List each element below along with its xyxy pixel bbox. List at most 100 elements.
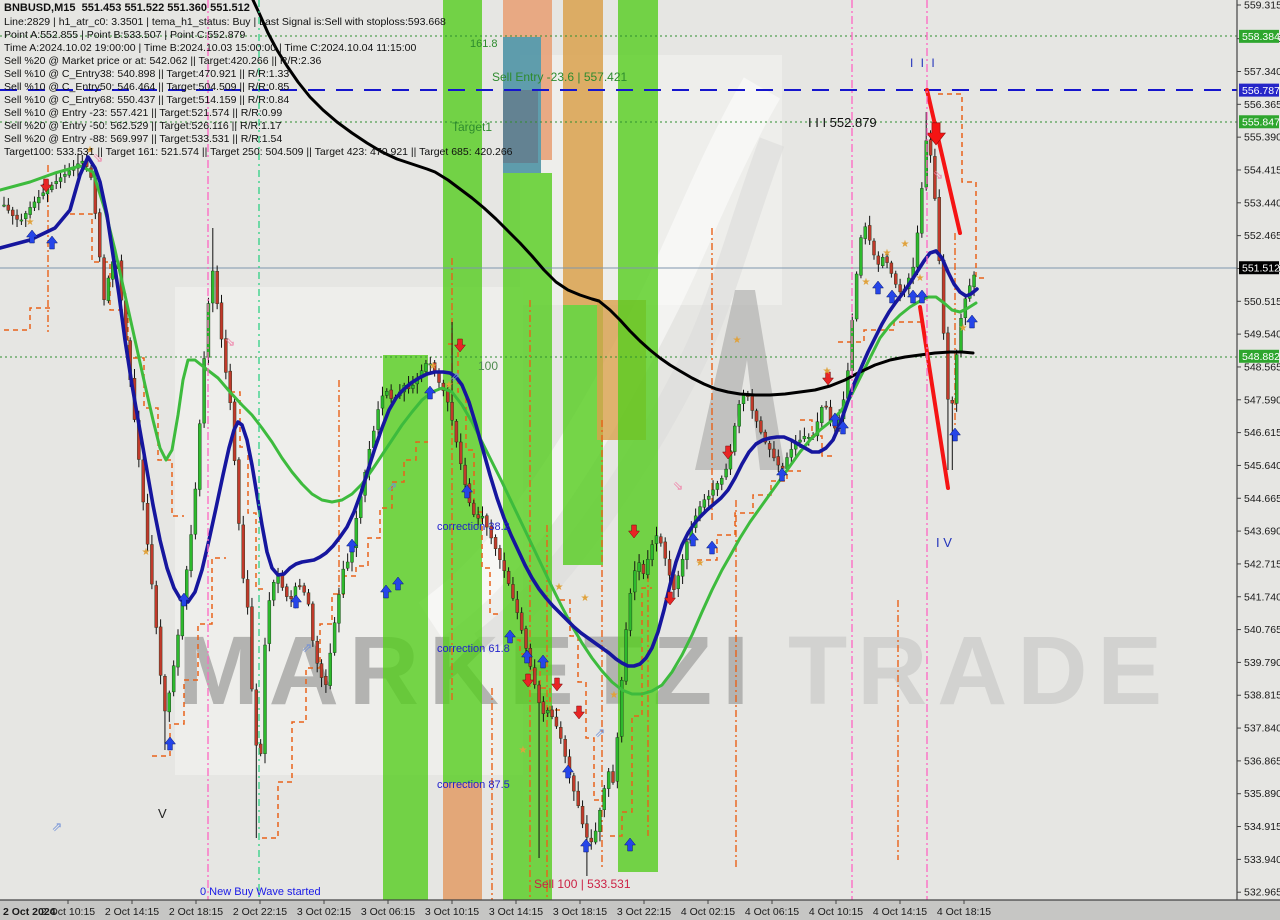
ma-navy-line xyxy=(0,155,979,668)
star-marker-icon-0: ★ xyxy=(26,217,35,228)
red-trend-line-0[interactable] xyxy=(925,88,962,235)
price-tick-label-536.865: 536.865 xyxy=(1244,755,1280,767)
info-line-10: Sell %20 @ Entry -88: 569.997 || Target:… xyxy=(4,133,283,145)
sar-step-path-1 xyxy=(70,213,184,517)
time-label-2-Oct-18-15: 2 Oct 18:15 xyxy=(169,906,223,918)
time-label-2-Oct-14-15: 2 Oct 14:15 xyxy=(105,906,159,918)
annotation-sell-100-533-531: Sell 100 | 533.531 xyxy=(534,877,631,891)
buy-arrow-icon-19 xyxy=(828,412,842,427)
sell-arrow-icon-3 xyxy=(550,677,564,692)
buy-arrow-icon-15 xyxy=(623,837,637,852)
price-flag-548.882 xyxy=(1239,349,1279,363)
info-line-9: Sell %20 @ Entry -50: 562.529 || Target:… xyxy=(4,120,282,132)
analysis-band-9 xyxy=(563,305,603,565)
price-tick-label-555.390: 555.390 xyxy=(1244,132,1280,144)
price-tick-label-541.740: 541.740 xyxy=(1244,591,1280,603)
sell-arrow-icon-1 xyxy=(453,338,467,353)
star-marker-icon-5: ★ xyxy=(519,745,528,756)
annotation-0-new-buy-wave-started: 0 New Buy Wave started xyxy=(200,886,321,898)
annotation-sell-entry-23-6-557-421: Sell Entry -23.6 | 557.421 xyxy=(492,70,628,84)
sell-arrow-icon-6 xyxy=(663,591,677,606)
buy-arrow-icon-2 xyxy=(163,736,177,751)
annotation-161-8: 161.8 xyxy=(470,38,498,50)
price-tick-label-556.365: 556.365 xyxy=(1244,99,1280,111)
buy-arrow-icon-24 xyxy=(915,289,929,304)
red-trend-line-1[interactable] xyxy=(918,305,950,490)
buy-arrow-icon-14 xyxy=(579,838,593,853)
sell-arrow-icon-2 xyxy=(521,673,535,688)
price-flag-label-558.384: 558.384 xyxy=(1242,31,1280,43)
annotation-100: 100 xyxy=(478,359,498,373)
price-flag-label-555.847: 555.847 xyxy=(1242,117,1280,129)
hollow-arrow-blue-icon-4: ⇗ xyxy=(595,725,606,740)
price-tick-label-545.640: 545.640 xyxy=(1244,460,1280,472)
hollow-arrow-blue-icon-3: ⇗ xyxy=(450,369,461,384)
price-flag-558.384 xyxy=(1239,29,1279,43)
hollow-arrow-pink-icon-3: ⇘ xyxy=(933,167,944,182)
price-tick-label-546.615: 546.615 xyxy=(1244,427,1280,439)
time-label-4-Oct-10-15: 4 Oct 10:15 xyxy=(809,906,863,918)
annotation-v: V xyxy=(158,806,167,821)
time-label-3-Oct-02-15: 3 Oct 02:15 xyxy=(297,906,351,918)
price-tick-label-552.465: 552.465 xyxy=(1244,230,1280,242)
watermark-brand-right: TRADE xyxy=(788,616,1173,725)
buy-arrow-icon-16 xyxy=(686,532,700,547)
star-marker-icon-1: ★ xyxy=(86,145,95,156)
annotation-i-v: I V xyxy=(936,535,952,550)
price-flag-label-551.512: 551.512 xyxy=(1242,263,1280,275)
hollow-arrow-pink-icon-0: ⇘ xyxy=(93,150,104,165)
info-line-1: Line:2829 | h1_atr_c0: 3.3501 | tema_h1_… xyxy=(4,16,446,28)
annotation-correction-87-5: correction 87.5 xyxy=(437,779,510,791)
price-tick-label-548.565: 548.565 xyxy=(1244,361,1280,373)
buy-arrow-icon-11 xyxy=(520,649,534,664)
buy-arrow-icon-12 xyxy=(536,654,550,669)
time-axis-strip[interactable] xyxy=(0,900,1280,920)
buy-arrow-icon-26 xyxy=(965,314,979,329)
info-line-7: Sell %10 @ C_Entry68: 550.437 || Target:… xyxy=(4,94,290,106)
chart-ohlc-title: BNBUSD,M15 551.453 551.522 551.360 551.5… xyxy=(4,2,250,14)
buy-arrow-icon-17 xyxy=(705,540,719,555)
info-line-2: Point A:552.855 | Point B:533.507 | Poin… xyxy=(4,29,246,41)
analysis-band-7 xyxy=(541,37,552,160)
price-tick-label-533.940: 533.940 xyxy=(1244,854,1280,866)
star-marker-icon-2: ★ xyxy=(142,547,151,558)
time-label-4-Oct-18-15: 4 Oct 18:15 xyxy=(937,906,991,918)
star-marker-icon-4: ★ xyxy=(445,380,454,391)
buy-arrow-icon-1 xyxy=(45,235,59,250)
star-marker-icon-3: ★ xyxy=(429,361,438,372)
price-flag-551.512 xyxy=(1239,261,1279,275)
price-tick-label-538.815: 538.815 xyxy=(1244,690,1280,702)
sell-arrow-icon-5 xyxy=(627,524,641,539)
buy-arrow-icon-10 xyxy=(503,629,517,644)
star-marker-icon-7: ★ xyxy=(581,593,590,604)
annotation-correction-38-2: correction 38.2 xyxy=(437,521,510,533)
sell-arrow-icon-0 xyxy=(39,178,53,193)
time-label-2-Oct-22-15: 2 Oct 22:15 xyxy=(233,906,287,918)
buy-arrow-icon-18 xyxy=(775,467,789,482)
star-marker-icon-16: ★ xyxy=(959,323,968,334)
annotation-i-i-i-552-879: I I I 552.879 xyxy=(808,115,877,130)
sar-step-path-12 xyxy=(938,93,988,279)
star-marker-icon-11: ★ xyxy=(823,366,832,377)
time-label-3-Oct-18-15: 3 Oct 18:15 xyxy=(553,906,607,918)
analysis-band-8 xyxy=(563,0,603,305)
hollow-arrow-blue-icon-2: ⇗ xyxy=(387,479,398,494)
price-tick-label-534.915: 534.915 xyxy=(1244,821,1280,833)
time-label-4-Oct-06-15: 4 Oct 06:15 xyxy=(745,906,799,918)
price-flag-label-556.787: 556.787 xyxy=(1242,85,1280,97)
price-flag-label-548.882: 548.882 xyxy=(1242,351,1280,363)
buy-arrow-icon-6 xyxy=(379,584,393,599)
price-tick-label-532.965: 532.965 xyxy=(1244,887,1280,899)
sar-step-path-11 xyxy=(838,321,922,343)
buy-arrow-icon-20 xyxy=(836,420,850,435)
time-label-2-Oct-10-15: 2 Oct 10:15 xyxy=(41,906,95,918)
star-marker-icon-12: ★ xyxy=(862,277,871,288)
sar-step-path-0 xyxy=(4,307,52,331)
buy-arrow-icon-7 xyxy=(391,576,405,591)
price-tick-label-559.315: 559.315 xyxy=(1244,0,1280,12)
buy-arrow-icon-9 xyxy=(460,484,474,499)
analysis-band-2 xyxy=(443,783,482,900)
price-tick-label-550.515: 550.515 xyxy=(1244,296,1280,308)
